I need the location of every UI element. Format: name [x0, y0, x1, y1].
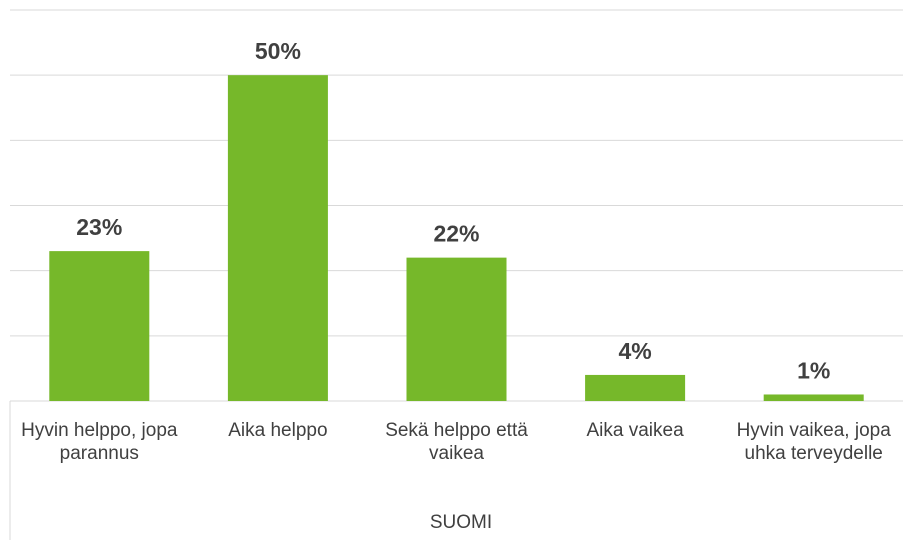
data-label: 4%: [618, 338, 651, 364]
x-tick-label: Sekä helppo että vaikea: [385, 420, 528, 464]
x-axis-label: SUOMI: [429, 512, 493, 533]
bar: [406, 257, 507, 401]
x-tick-label: Aika vaikea: [586, 420, 684, 441]
x-tick-label: Aika helppo: [228, 420, 328, 441]
bar: [763, 394, 864, 401]
data-label: 50%: [255, 38, 301, 64]
bar: [49, 251, 150, 401]
x-tick-label: Hyvin helppo, jopa parannus: [21, 420, 178, 464]
bar: [585, 374, 686, 401]
data-label: 1%: [797, 357, 830, 383]
data-label: 23%: [76, 214, 122, 240]
bar: [227, 75, 328, 402]
data-label: 22%: [433, 221, 479, 247]
x-tick-label: Hyvin vaikea, jopa uhka terveydelle: [736, 420, 891, 464]
